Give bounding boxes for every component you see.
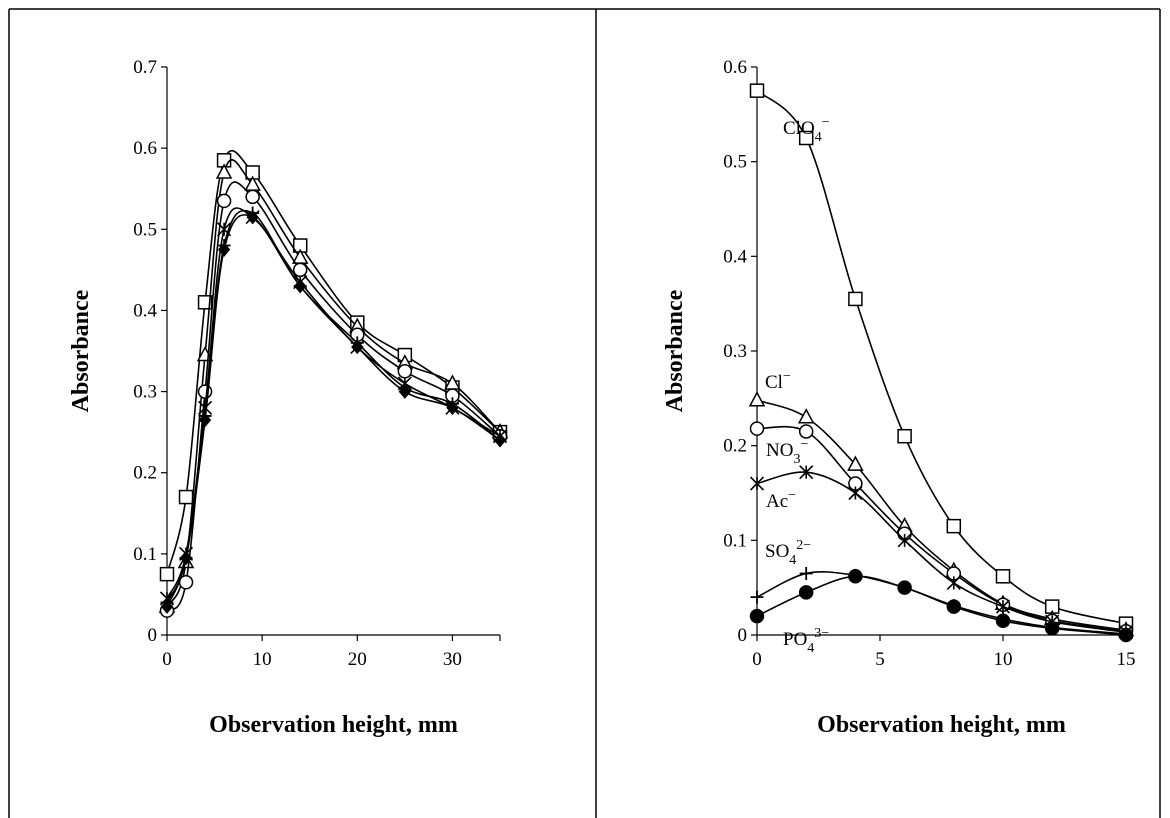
data-point-filled-circle	[749, 608, 765, 624]
data-point-square	[995, 569, 1011, 584]
y-tick-label: 0	[148, 625, 158, 646]
data-point-diamond	[217, 242, 231, 257]
y-tick-label: 0.1	[723, 530, 747, 551]
series-label-circle: NO3−	[766, 437, 808, 467]
y-tick-label: 0.5	[133, 219, 157, 240]
data-point-asterisk	[799, 465, 814, 480]
data-point-diamond	[179, 550, 193, 566]
data-point-circle	[245, 189, 260, 205]
data-point-asterisk	[995, 599, 1011, 614]
series-square	[159, 150, 508, 582]
data-point-square	[798, 130, 814, 146]
data-point-diamond	[160, 599, 174, 614]
y-tick-label: 0.4	[133, 300, 157, 321]
x-axis-title: Observation height, mm	[209, 712, 458, 738]
data-point-square	[946, 518, 962, 534]
y-tick-label: 0	[738, 625, 748, 646]
data-point-square	[749, 83, 765, 98]
data-point-triangle	[797, 408, 815, 424]
series-line	[166, 214, 501, 607]
data-point-circle	[178, 575, 194, 590]
data-point-square	[159, 566, 175, 582]
data-point-filled-circle	[946, 599, 962, 614]
data-point-square	[197, 295, 213, 310]
series-triangle	[158, 159, 509, 613]
data-point-asterisk	[848, 485, 863, 501]
series-line	[756, 575, 1127, 636]
series-circle	[159, 181, 508, 618]
data-point-filled-circle	[1118, 627, 1134, 643]
data-point-triangle	[215, 163, 233, 179]
y-tick-label: 0.4	[723, 246, 747, 267]
y-axis-title: Absorbance	[68, 289, 94, 412]
data-point-circle	[798, 424, 814, 439]
data-point-asterisk	[897, 533, 912, 548]
data-point-asterisk	[749, 476, 765, 491]
data-point-square	[178, 489, 194, 505]
left-chart: 0 0.1 0.2 0.3 0.4 0.5 0.6 0.7 0 10 20 30 Observation…	[68, 57, 509, 738]
y-axis-title: Absorbance	[662, 289, 688, 412]
right-chart: 0 0.1 0.2 0.3 0.4 0.5 0.6 0 5 10 15 Observation hei…	[662, 57, 1136, 738]
data-point-diamond	[446, 400, 459, 416]
y-tick-label: 0.1	[133, 544, 157, 565]
data-point-diamond	[351, 339, 364, 355]
data-point-circle	[397, 364, 413, 379]
data-point-circle	[216, 193, 232, 209]
series-circle	[749, 421, 1134, 639]
series-diamond	[160, 209, 507, 614]
data-point-diamond	[198, 412, 212, 428]
data-point-circle	[292, 262, 308, 278]
series-label-asterisk: Ac−	[766, 488, 796, 512]
x-axis-title: Observation height, mm	[817, 712, 1066, 738]
data-point-filled-circle	[995, 613, 1011, 629]
series-label-filled-circle: PO43−	[783, 626, 829, 656]
y-tick-label: 0.2	[133, 463, 157, 484]
data-point-filled-circle	[897, 580, 912, 595]
y-tick-label: 0.3	[723, 341, 747, 362]
x-tick-label: 20	[348, 649, 367, 670]
x-tick-label: 0	[752, 649, 762, 670]
series-line	[756, 471, 1127, 633]
data-point-triangle	[748, 391, 766, 407]
series-square	[749, 83, 1134, 631]
data-point-diamond	[294, 278, 307, 294]
y-tick-label: 0.6	[723, 57, 747, 78]
series-label-triangle: Cl−	[765, 369, 791, 393]
series-filled-circle	[749, 569, 1134, 643]
y-tick-label: 0.7	[133, 57, 157, 78]
data-point-triangle	[847, 455, 864, 471]
x-tick-label: 10	[253, 649, 272, 670]
data-point-diamond	[246, 209, 259, 225]
data-point-square	[848, 291, 863, 307]
y-tick-label: 0.5	[723, 152, 747, 173]
data-point-plus	[799, 566, 813, 580]
series-label-square: ClO4−	[783, 115, 830, 145]
data-point-diamond	[398, 384, 412, 399]
x-tick-label: 5	[875, 649, 885, 670]
data-point-filled-circle	[798, 585, 814, 600]
y-tick-label: 0.2	[723, 436, 747, 457]
data-point-circle	[197, 384, 213, 399]
data-point-filled-circle	[848, 569, 863, 584]
x-tick-label: 10	[994, 649, 1013, 670]
data-point-square	[897, 428, 912, 444]
data-point-diamond	[493, 432, 507, 448]
y-tick-label: 0.3	[133, 382, 157, 403]
data-point-filled-circle	[1044, 621, 1060, 636]
x-tick-label: 0	[162, 649, 172, 670]
series-label-plus: SO42−	[765, 538, 811, 568]
series-plus	[750, 566, 1133, 641]
x-tick-label: 15	[1117, 649, 1136, 670]
data-point-asterisk	[946, 575, 961, 590]
series-line	[756, 90, 1127, 625]
data-point-circle	[749, 421, 765, 436]
y-tick-label: 0.6	[133, 138, 157, 159]
x-tick-label: 30	[443, 649, 462, 670]
data-point-plus	[750, 590, 764, 604]
